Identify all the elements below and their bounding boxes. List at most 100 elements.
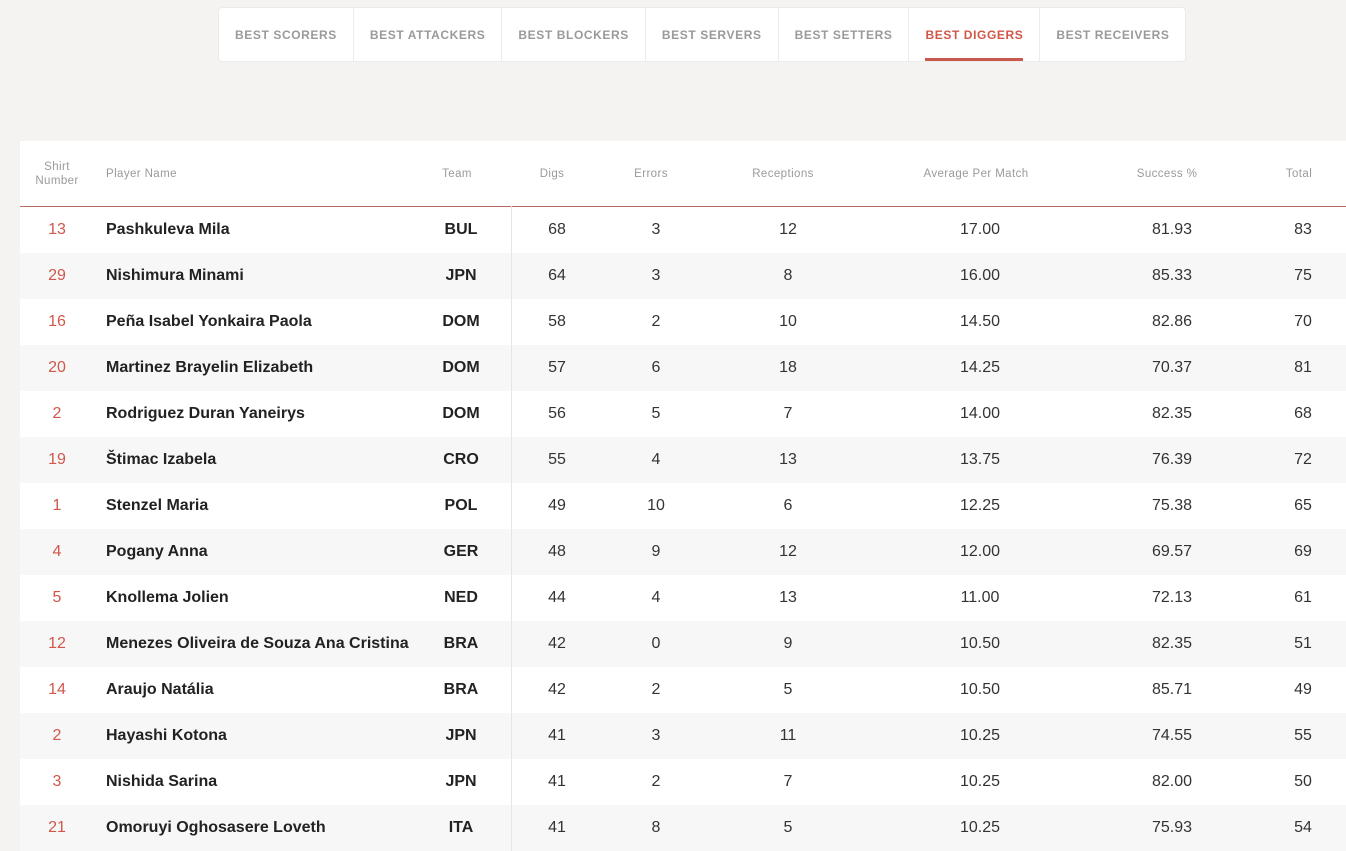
tab-best-scorers[interactable]: BEST SCORERS xyxy=(219,8,354,61)
cell-errors: 2 xyxy=(651,313,661,330)
cell-total: 81 xyxy=(1294,359,1312,376)
cell-success-percent: 85.33 xyxy=(1151,267,1193,284)
cell-errors: 6 xyxy=(651,359,661,376)
cell-success-percent: 75.38 xyxy=(1151,497,1193,514)
cell-digs: 48 xyxy=(548,543,566,560)
cell-digs: 68 xyxy=(548,221,566,238)
cell-receptions: 18 xyxy=(779,359,797,376)
tab-best-receivers[interactable]: BEST RECEIVERS xyxy=(1056,27,1170,42)
cell-player-name[interactable]: Hayashi Kotona xyxy=(106,727,227,744)
tab-best-blockers[interactable]: BEST BLOCKERS xyxy=(502,8,646,61)
cell-team-code: DOM xyxy=(442,313,480,330)
cell-errors: 3 xyxy=(651,221,661,238)
table-row[interactable]: 19 Štimac Izabela CRO 55 4 13 13.75 76.39 72 xyxy=(20,437,1346,483)
cell-player-name[interactable]: Menezes Oliveira de Souza Ana Cristina xyxy=(106,635,409,652)
table-row[interactable]: 2 Rodriguez Duran Yaneirys DOM 56 5 7 14.00 82.… xyxy=(20,391,1346,437)
cell-shirt-number: 12 xyxy=(48,635,66,652)
cell-player-name[interactable]: Knollema Jolien xyxy=(106,589,229,606)
cell-total: 55 xyxy=(1294,727,1312,744)
cell-total: 50 xyxy=(1294,773,1312,790)
cell-player-name[interactable]: Nishimura Minami xyxy=(106,267,244,284)
cell-digs: 44 xyxy=(548,589,566,606)
cell-digs: 57 xyxy=(548,359,566,376)
cell-player-name[interactable]: Peña Isabel Yonkaira Paola xyxy=(106,313,312,330)
table-row[interactable]: 2 Hayashi Kotona JPN 41 3 11 10.25 74.55 55 xyxy=(20,713,1346,759)
cell-shirt-number: 3 xyxy=(52,773,62,790)
cell-team-code: NED xyxy=(444,589,478,606)
cell-shirt-number: 5 xyxy=(52,589,62,606)
cell-average-per-match: 11.00 xyxy=(960,589,1000,606)
cell-errors: 3 xyxy=(651,727,661,744)
cell-average-per-match: 10.25 xyxy=(959,727,1001,744)
col-average-per-match: Average Per Match xyxy=(923,167,1029,180)
cell-shirt-number: 2 xyxy=(52,727,62,744)
cell-errors: 4 xyxy=(651,451,661,468)
cell-shirt-number: 16 xyxy=(48,313,66,330)
table-row[interactable]: 12 Menezes Oliveira de Souza Ana Cristina… xyxy=(20,621,1346,667)
tab-best-attackers[interactable]: BEST ATTACKERS xyxy=(354,8,503,61)
cell-player-name[interactable]: Araujo Natália xyxy=(106,681,214,698)
cell-total: 68 xyxy=(1294,405,1312,422)
table-header: Shirt Number Player Name Team Digs Error… xyxy=(20,141,1346,207)
col-shirt-number: Shirt Number xyxy=(35,141,78,206)
cell-receptions: 13 xyxy=(779,589,797,606)
cell-shirt-number: 2 xyxy=(52,405,62,422)
cell-team-code: JPN xyxy=(445,773,477,790)
table-row[interactable]: 29 Nishimura Minami JPN 64 3 8 16.00 85.33 75 xyxy=(20,253,1346,299)
cell-player-name[interactable]: Stenzel Maria xyxy=(106,497,209,514)
cell-digs: 64 xyxy=(548,267,566,284)
table-row[interactable]: 5 Knollema Jolien NED 44 4 13 11.00 72.13 61 xyxy=(20,575,1346,621)
cell-total: 83 xyxy=(1294,221,1312,238)
cell-total: 54 xyxy=(1294,819,1312,836)
table-row[interactable]: 21 Omoruyi Oghosasere Loveth ITA 41 8 5 10.25 7… xyxy=(20,805,1346,851)
cell-success-percent: 82.00 xyxy=(1151,773,1193,790)
table-body: 13 Pashkuleva Mila BUL 68 3 12 17.00 81.93 83 29 N… xyxy=(20,207,1346,851)
col-team: Team xyxy=(442,167,472,180)
table-row[interactable]: 13 Pashkuleva Mila BUL 68 3 12 17.00 81.93 83 xyxy=(20,207,1346,253)
cell-team-code: JPN xyxy=(445,267,477,284)
tab-best-diggers[interactable]: BEST DIGGERS xyxy=(909,8,1041,61)
cell-success-percent: 74.55 xyxy=(1151,727,1193,744)
col-shirt-line2: Number xyxy=(35,174,79,187)
tab-best-setters[interactable]: BEST SETTERS xyxy=(779,8,910,61)
cell-success-percent: 85.71 xyxy=(1151,681,1193,698)
cell-total: 49 xyxy=(1294,681,1312,698)
cell-player-name[interactable]: Nishida Sarina xyxy=(106,773,218,790)
cell-digs: 55 xyxy=(548,451,566,468)
cell-total: 69 xyxy=(1294,543,1312,560)
cell-average-per-match: 16.00 xyxy=(959,267,1001,284)
cell-average-per-match: 10.25 xyxy=(959,773,1001,790)
cell-average-per-match: 17.00 xyxy=(959,221,1001,238)
cell-digs: 42 xyxy=(548,635,566,652)
table-row[interactable]: 1 Stenzel Maria POL 49 10 6 12.25 75.38 65 xyxy=(20,483,1346,529)
tab-best-servers[interactable]: BEST SERVERS xyxy=(646,8,779,61)
cell-errors: 2 xyxy=(651,681,661,698)
cell-digs: 58 xyxy=(548,313,566,330)
table-row[interactable]: 3 Nishida Sarina JPN 41 2 7 10.25 82.00 50 xyxy=(20,759,1346,805)
cell-team-code: DOM xyxy=(442,359,480,376)
cell-digs: 49 xyxy=(548,497,566,514)
cell-player-name[interactable]: Omoruyi Oghosasere Loveth xyxy=(106,819,326,836)
column-divider xyxy=(511,206,512,851)
cell-player-name[interactable]: Pogany Anna xyxy=(106,543,208,560)
cell-player-name[interactable]: Pashkuleva Mila xyxy=(106,221,230,238)
table-row[interactable]: 16 Peña Isabel Yonkaira Paola DOM 58 2 10 14.5… xyxy=(20,299,1346,345)
cell-success-percent: 72.13 xyxy=(1151,589,1193,606)
table-row[interactable]: 14 Araujo Natália BRA 42 2 5 10.50 85.71 49 xyxy=(20,667,1346,713)
cell-receptions: 10 xyxy=(779,313,797,330)
cell-player-name[interactable]: Štimac Izabela xyxy=(106,451,217,468)
cell-receptions: 5 xyxy=(783,681,793,698)
cell-average-per-match: 12.25 xyxy=(959,497,1001,514)
cell-player-name[interactable]: Rodriguez Duran Yaneirys xyxy=(106,405,305,422)
col-player-name: Player Name xyxy=(106,167,177,180)
col-total: Total xyxy=(1285,167,1313,180)
cell-receptions: 7 xyxy=(783,773,793,790)
cell-average-per-match: 12.00 xyxy=(959,543,1001,560)
table-row[interactable]: 4 Pogany Anna GER 48 9 12 12.00 69.57 69 xyxy=(20,529,1346,575)
cell-digs: 42 xyxy=(548,681,566,698)
table-row[interactable]: 20 Martinez Brayelin Elizabeth DOM 57 6 18 14.… xyxy=(20,345,1346,391)
cell-player-name[interactable]: Martinez Brayelin Elizabeth xyxy=(106,359,314,376)
cell-average-per-match: 10.50 xyxy=(959,681,1001,698)
cell-success-percent: 76.39 xyxy=(1151,451,1193,468)
cell-average-per-match: 10.50 xyxy=(959,635,1001,652)
